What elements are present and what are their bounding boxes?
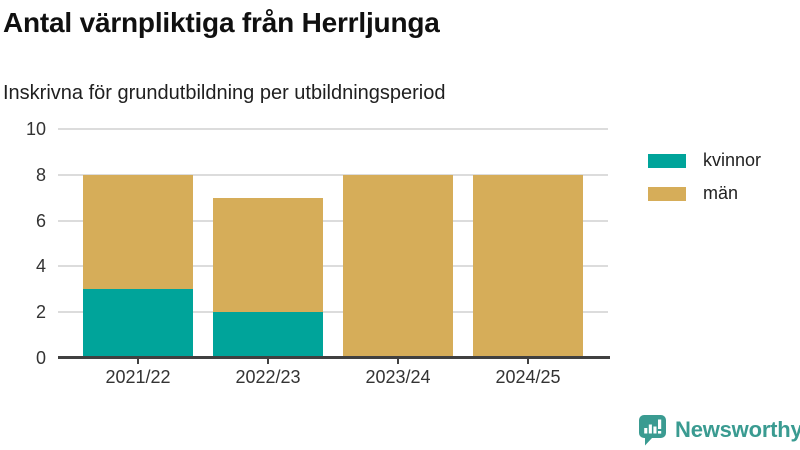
x-tick-2024/25 bbox=[527, 359, 529, 364]
newsworthy-logo: Newsworthy bbox=[638, 414, 800, 446]
y-tick-label-10: 10 bbox=[25, 119, 46, 139]
y-tick-label-8: 8 bbox=[35, 164, 46, 185]
x-tick-label-2024/25: 2024/25 bbox=[495, 367, 561, 387]
bar-2021/22-män bbox=[83, 174, 193, 290]
bar-2022/23-kvinnor bbox=[213, 312, 323, 358]
legend-swatch-man bbox=[648, 186, 686, 201]
y-tick-label-0: 0 bbox=[35, 348, 46, 368]
x-tick-2023/24 bbox=[397, 359, 399, 364]
gridline-8 bbox=[58, 173, 608, 176]
bar-2024/25-män bbox=[473, 174, 583, 358]
y-tick-label-6: 6 bbox=[35, 210, 46, 231]
bar-2023/24-män bbox=[343, 174, 453, 358]
plot-area bbox=[58, 128, 608, 358]
x-tick-2021/22 bbox=[137, 359, 139, 364]
x-tick-label-2023/24: 2023/24 bbox=[365, 367, 431, 387]
legend-item-kvinnor: kvinnor bbox=[648, 150, 761, 171]
legend-label-man: män bbox=[703, 183, 739, 203]
bar-2021/22-kvinnor bbox=[83, 289, 193, 358]
x-tick-label-2021/22: 2021/22 bbox=[105, 367, 171, 387]
chart-title: Antal värnpliktiga från Herrljunga bbox=[3, 7, 440, 38]
x-tick-label-2022/23: 2022/23 bbox=[235, 367, 301, 387]
bar-chart-speech-bubble-icon bbox=[639, 415, 666, 446]
y-tick-label-2: 2 bbox=[35, 302, 46, 323]
legend-label-kvinnor: kvinnor bbox=[703, 150, 762, 170]
y-tick-label-4: 4 bbox=[35, 256, 46, 277]
legend-item-man: män bbox=[648, 183, 761, 204]
x-axis-line bbox=[58, 356, 610, 359]
x-tick-2022/23 bbox=[267, 359, 269, 364]
legend: kvinnor män bbox=[648, 150, 761, 204]
newsworthy-wordmark: Newsworthy bbox=[675, 417, 800, 442]
legend-swatch-kvinnor bbox=[648, 153, 686, 168]
gridline-2 bbox=[58, 311, 608, 314]
gridline-4 bbox=[58, 265, 608, 268]
chart-subtitle: Inskrivna för grundutbildning per utbild… bbox=[3, 82, 446, 104]
gridline-10 bbox=[58, 128, 608, 130]
gridline-6 bbox=[58, 219, 608, 222]
bar-2022/23-män bbox=[213, 197, 323, 313]
